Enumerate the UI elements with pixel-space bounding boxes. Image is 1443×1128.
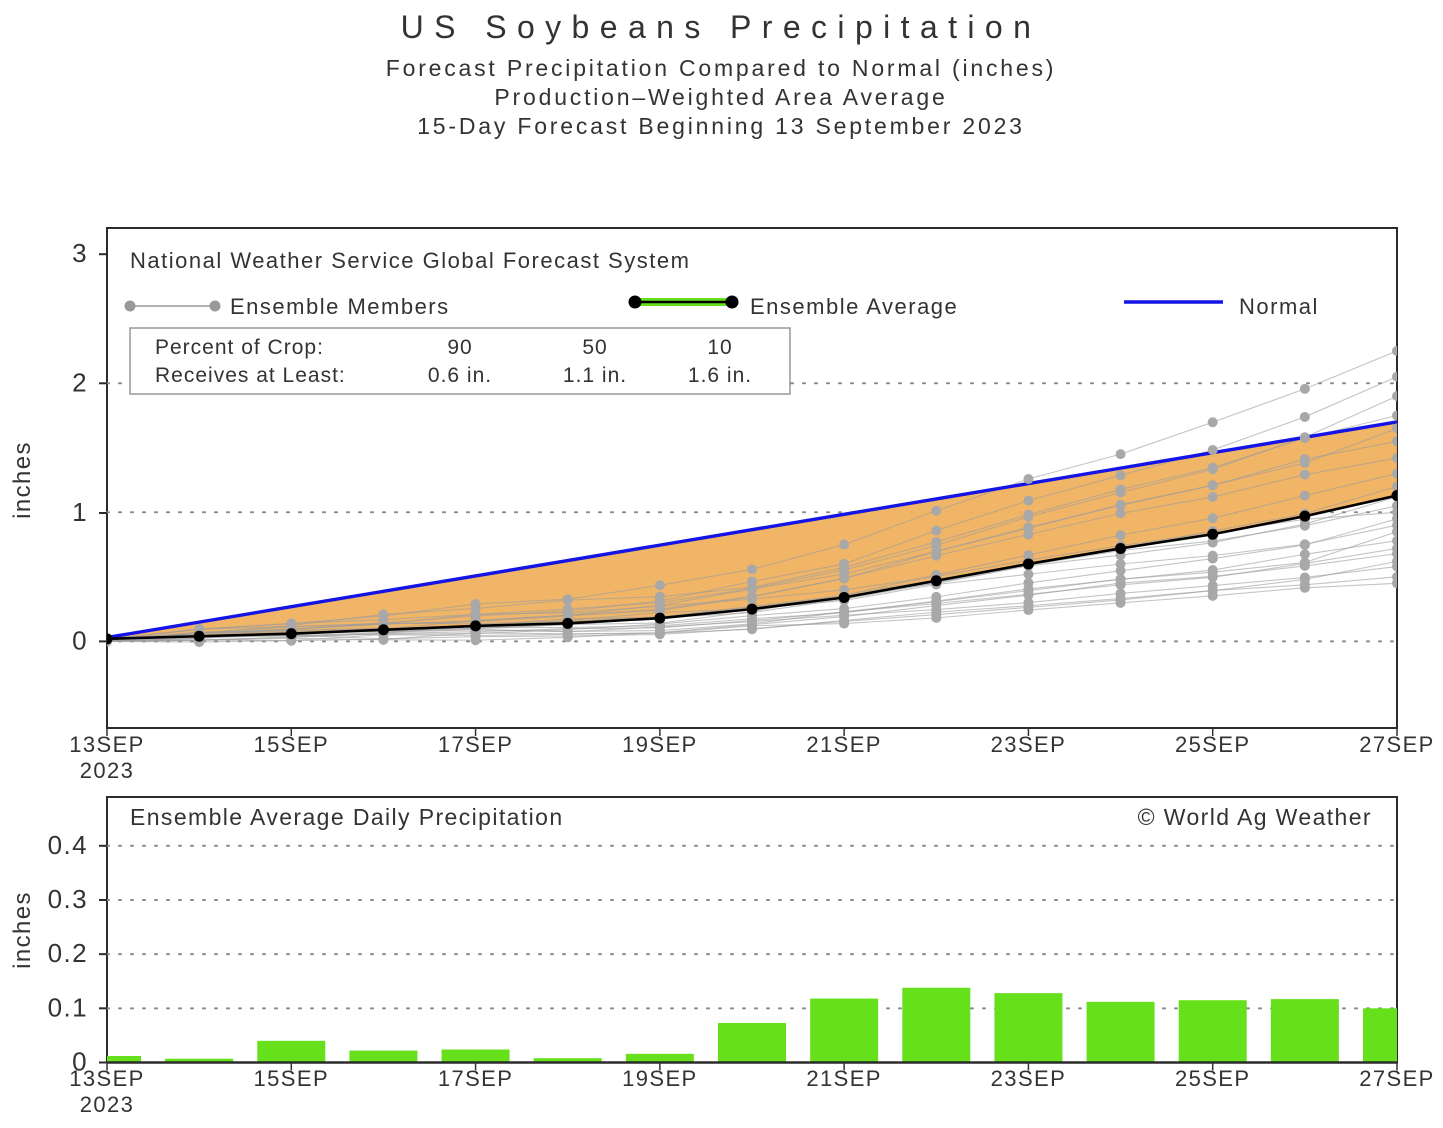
svg-text:2023: 2023 xyxy=(80,758,135,783)
svg-text:10: 10 xyxy=(707,336,732,359)
svg-text:27SEP: 27SEP xyxy=(1359,732,1435,757)
svg-text:Production–Weighted Area Avera: Production–Weighted Area Average xyxy=(494,84,947,110)
svg-text:Receives at Least:: Receives at Least: xyxy=(155,364,346,387)
svg-text:inches: inches xyxy=(9,441,36,519)
svg-text:Percent of Crop:: Percent of Crop: xyxy=(155,336,324,359)
svg-text:25SEP: 25SEP xyxy=(1175,1066,1251,1091)
svg-text:13SEP: 13SEP xyxy=(69,732,145,757)
svg-text:Ensemble Members: Ensemble Members xyxy=(230,294,450,319)
svg-text:15SEP: 15SEP xyxy=(254,1066,330,1091)
svg-text:0.6 in.: 0.6 in. xyxy=(428,364,492,387)
svg-text:0.2: 0.2 xyxy=(48,938,88,968)
svg-text:3: 3 xyxy=(72,238,88,268)
svg-text:0: 0 xyxy=(72,625,88,655)
svg-text:Forecast Precipitation Compare: Forecast Precipitation Compared to Norma… xyxy=(386,55,1056,81)
svg-text:1.6 in.: 1.6 in. xyxy=(688,364,752,387)
svg-text:23SEP: 23SEP xyxy=(991,1066,1067,1091)
svg-text:23SEP: 23SEP xyxy=(991,732,1067,757)
svg-text:19SEP: 19SEP xyxy=(622,732,698,757)
svg-text:US Soybeans Precipitation: US Soybeans Precipitation xyxy=(401,9,1042,45)
svg-text:2023: 2023 xyxy=(80,1092,135,1117)
svg-text:15-Day Forecast Beginning 13 S: 15-Day Forecast Beginning 13 September 2… xyxy=(417,113,1025,139)
svg-text:inches: inches xyxy=(9,891,36,969)
svg-text:2: 2 xyxy=(72,367,88,397)
svg-text:19SEP: 19SEP xyxy=(622,1066,698,1091)
svg-text:0.1: 0.1 xyxy=(48,992,88,1022)
svg-text:0.3: 0.3 xyxy=(48,884,88,914)
svg-text:1: 1 xyxy=(72,497,88,527)
svg-text:National Weather Service Globa: National Weather Service Global Forecast… xyxy=(130,248,690,273)
svg-text:27SEP: 27SEP xyxy=(1359,1066,1435,1091)
svg-text:17SEP: 17SEP xyxy=(438,1066,514,1091)
svg-text:1.1 in.: 1.1 in. xyxy=(563,364,627,387)
svg-text:13SEP: 13SEP xyxy=(69,1066,145,1091)
svg-text:15SEP: 15SEP xyxy=(254,732,330,757)
svg-text:25SEP: 25SEP xyxy=(1175,732,1251,757)
svg-text:0.4: 0.4 xyxy=(48,830,88,860)
svg-text:21SEP: 21SEP xyxy=(806,732,882,757)
svg-text:Ensemble Average: Ensemble Average xyxy=(750,294,958,319)
svg-text:50: 50 xyxy=(582,336,607,359)
svg-text:© World Ag Weather: © World Ag Weather xyxy=(1138,804,1372,830)
svg-text:90: 90 xyxy=(447,336,472,359)
svg-text:21SEP: 21SEP xyxy=(806,1066,882,1091)
svg-text:17SEP: 17SEP xyxy=(438,732,514,757)
svg-text:Ensemble Average Daily Precipi: Ensemble Average Daily Precipitation xyxy=(130,804,564,830)
svg-text:Normal: Normal xyxy=(1239,294,1319,319)
